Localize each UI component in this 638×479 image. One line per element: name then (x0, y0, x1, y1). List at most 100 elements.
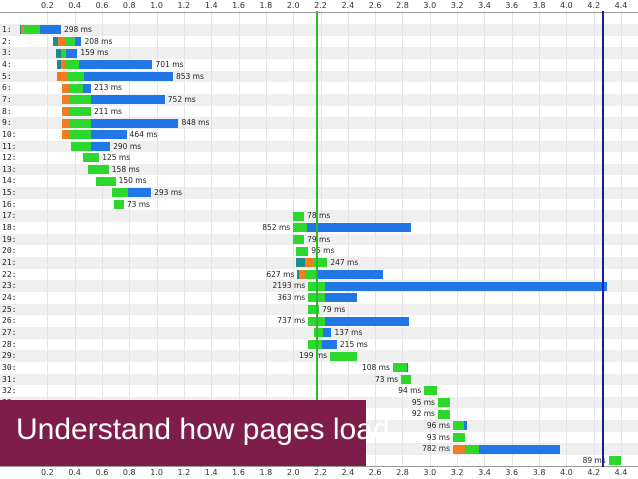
timing-bar-download (66, 48, 78, 58)
timing-bar-download (84, 71, 173, 81)
timing-bar-download (317, 269, 384, 279)
grid-line (238, 11, 240, 467)
timing-bar-ttfb (308, 281, 325, 291)
row-label: 30: (2, 362, 17, 372)
row-label: 17: (2, 211, 17, 221)
timing-bar-download (323, 328, 332, 338)
timing-bar-ttfb (305, 269, 318, 279)
row-label: 28: (2, 339, 17, 349)
duration-label: 737 ms (277, 316, 306, 326)
timing-bar-download (463, 421, 467, 431)
x-tick-label-bottom: 1.0 (150, 468, 163, 477)
timing-bar-ttfb (69, 130, 92, 140)
x-tick-label-top: 4.4 (614, 1, 628, 10)
timing-bar-ttfb (65, 36, 75, 46)
x-tick-label-bottom: 1.8 (259, 468, 273, 477)
timing-bar-ttfb (424, 386, 437, 396)
x-tick-label-top: 0.2 (40, 1, 54, 10)
duration-label: 92 ms (411, 409, 435, 419)
row-label: 3: (2, 48, 12, 58)
row-label: 22: (2, 269, 17, 279)
timing-bar-ttfb (88, 165, 109, 175)
x-tick-label-top: 4.0 (560, 1, 573, 10)
grid-line (429, 11, 431, 467)
start-render-line (316, 11, 319, 467)
timing-bar-ttfb (308, 316, 325, 326)
x-tick-label-bottom: 3.6 (505, 468, 519, 477)
timing-bar-download (406, 363, 409, 373)
row-label: 8: (2, 106, 12, 116)
grid-line (402, 11, 404, 467)
grid-line (320, 11, 322, 467)
timing-bar-ttfb (96, 176, 116, 186)
x-tick-label-top: 3.8 (532, 1, 546, 10)
timing-bar-ttfb (293, 235, 305, 244)
duration-label: 199 ms (299, 351, 328, 361)
x-tick-label-top: 1.4 (204, 1, 218, 10)
row-stripe (0, 47, 638, 59)
duration-label: 125 ms (102, 153, 131, 163)
timing-bar-dns (52, 36, 59, 46)
duration-label: 159 ms (80, 48, 109, 58)
timing-bar-connect (62, 83, 70, 93)
timing-bar-download (321, 339, 337, 349)
row-stripe (0, 70, 638, 83)
grid-line (129, 11, 131, 467)
x-tick-label-bottom: 2.2 (314, 468, 327, 477)
row-label: 19: (2, 234, 17, 244)
timing-bar-ttfb (330, 351, 358, 361)
x-tick-label-top: 2.8 (396, 1, 409, 10)
banner-title: Understand how pages load (16, 413, 390, 446)
grid-line (621, 11, 623, 467)
x-tick-label-bottom: 0.6 (95, 468, 109, 477)
row-label: 15: (2, 188, 17, 198)
duration-label: 848 ms (181, 118, 210, 128)
timing-bar-download (91, 118, 179, 128)
timing-bar-dns (55, 48, 61, 58)
timing-bar-ttfb (65, 60, 79, 70)
grid-line (74, 11, 76, 467)
row-label: 20: (2, 246, 17, 256)
row-stripe (0, 93, 638, 106)
grid-line (211, 11, 213, 467)
row-label: 31: (2, 374, 17, 384)
duration-label: 208 ms (84, 36, 113, 46)
x-tick-label-bottom: 4.0 (560, 468, 573, 477)
row-label: 12: (2, 153, 17, 163)
duration-label: 752 ms (167, 94, 196, 104)
x-tick-label-bottom: 1.4 (204, 468, 218, 477)
duration-label: 73 ms (374, 374, 399, 384)
row-stripe (0, 24, 638, 36)
grid-line (183, 11, 185, 467)
duration-label: 96 ms (426, 421, 451, 431)
row-label: 18: (2, 223, 17, 233)
x-tick-label-top: 3.2 (450, 1, 464, 10)
duration-label: 79 ms (307, 234, 331, 244)
row-label: 26: (2, 316, 17, 326)
timing-bar-ttfb (69, 83, 83, 93)
grid-line (101, 11, 103, 467)
timing-bar-ttfb (82, 153, 100, 163)
timing-bar-ttfb (60, 48, 67, 58)
timing-bar-download (78, 60, 153, 70)
timing-bar-ttfb (70, 141, 92, 151)
row-stripe (0, 210, 638, 223)
duration-label: 79 ms (322, 304, 346, 314)
row-label: 6: (2, 83, 12, 93)
x-tick-label-top: 0.8 (122, 1, 136, 10)
row-stripe (0, 350, 638, 362)
duration-label: 158 ms (111, 164, 140, 174)
timing-bar-ttfb (308, 304, 320, 314)
timing-bar-download (91, 141, 111, 151)
timing-bar-ttfb (67, 71, 85, 81)
timing-bar-dns (295, 258, 306, 268)
title-banner: Understand how pages load (0, 400, 390, 466)
row-label: 24: (2, 292, 17, 302)
timing-bar-ttfb (295, 246, 309, 256)
timing-bar-connect (298, 269, 306, 279)
timing-bar-connect (56, 71, 68, 81)
duration-label: 298 ms (63, 25, 92, 34)
timing-bar-ttfb (69, 95, 92, 105)
timing-bar-download (91, 130, 127, 140)
x-tick-label-bottom: 3.0 (423, 468, 437, 477)
